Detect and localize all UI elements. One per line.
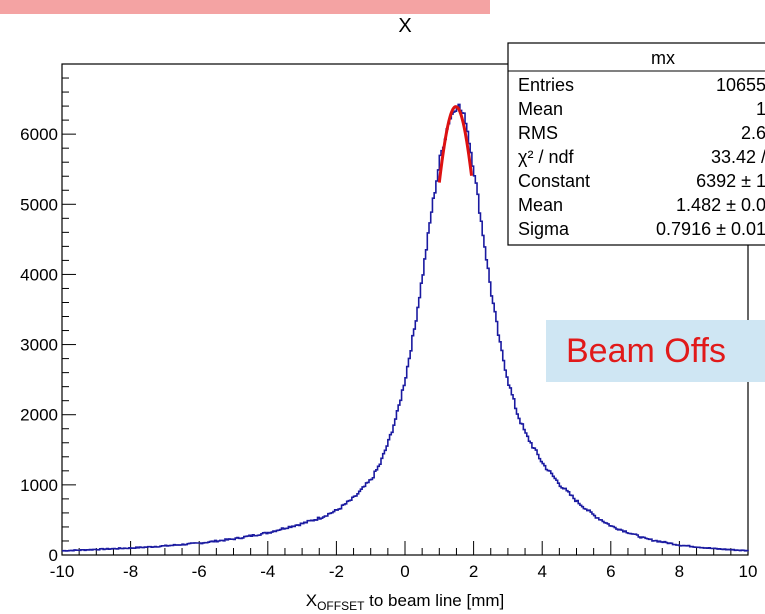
x-tick-label: 6 bbox=[606, 562, 615, 581]
x-tick-label: 4 bbox=[537, 562, 546, 581]
x-axis-label-main: X bbox=[306, 591, 317, 610]
stats-row-label: Mean bbox=[518, 195, 563, 215]
y-tick-label: 4000 bbox=[20, 265, 58, 284]
x-tick-label: -4 bbox=[260, 562, 275, 581]
stats-row-value: 6392 ± 1 bbox=[696, 171, 765, 191]
axis-ticks bbox=[61, 63, 749, 556]
histogram-series-line bbox=[62, 103, 749, 552]
x-tick-label: 10 bbox=[739, 562, 758, 581]
x-tick-label: -2 bbox=[329, 562, 344, 581]
y-tick-label: 2000 bbox=[20, 406, 58, 425]
stats-row-label: Entries bbox=[518, 75, 574, 95]
stats-row-label: RMS bbox=[518, 123, 558, 143]
stats-box-border bbox=[507, 42, 765, 246]
stats-row-value: 0.7916 ± 0.01 bbox=[656, 219, 765, 239]
stats-row-value: 33.42 / bbox=[711, 147, 765, 167]
y-tick-label: 1000 bbox=[20, 476, 58, 495]
stats-row-label: Sigma bbox=[518, 219, 570, 239]
y-tick-label: 3000 bbox=[20, 336, 58, 355]
y-tick-label: 0 bbox=[49, 546, 58, 565]
stats-row-value: 10655 bbox=[716, 75, 765, 95]
stats-box-title: mx bbox=[651, 48, 675, 68]
y-tick-label: 6000 bbox=[20, 125, 58, 144]
x-tick-label: -10 bbox=[50, 562, 75, 581]
beam-offset-annotation: Beam Offs bbox=[546, 320, 765, 382]
slide-header-strip bbox=[0, 0, 490, 14]
y-tick-labels: 0 1000 2000 3000 4000 5000 6000 bbox=[20, 125, 58, 565]
gaussian-fit-curve bbox=[437, 105, 474, 183]
stats-row-label: Constant bbox=[518, 171, 590, 191]
x-axis-label-subscript: OFFSET bbox=[317, 599, 365, 613]
x-tick-label: -6 bbox=[192, 562, 207, 581]
stats-row-label: χ² / ndf bbox=[518, 147, 574, 167]
stats-row-value: 1 bbox=[756, 99, 765, 119]
stats-box: mx Entries 10655 Mean 1 RMS 2.6 χ² / ndf 33.42 /… bbox=[507, 42, 765, 246]
x-tick-label: 8 bbox=[675, 562, 684, 581]
x-tick-label: 0 bbox=[400, 562, 409, 581]
x-tick-label: 2 bbox=[469, 562, 478, 581]
x-tick-labels: -10 -8 -6 -4 -2 0 2 4 6 8 10 bbox=[50, 562, 758, 581]
stats-row-value: 2.6 bbox=[741, 123, 765, 143]
x-tick-label: -8 bbox=[123, 562, 138, 581]
x-axis-label: XOFFSET to beam line [mm] bbox=[306, 591, 505, 613]
stats-row-value: 1.482 ± 0.0 bbox=[676, 195, 765, 215]
y-tick-label: 5000 bbox=[20, 195, 58, 214]
chart-title: X bbox=[398, 15, 411, 37]
stats-row-label: Mean bbox=[518, 99, 563, 119]
x-axis-label-rest: to beam line [mm] bbox=[364, 591, 504, 610]
